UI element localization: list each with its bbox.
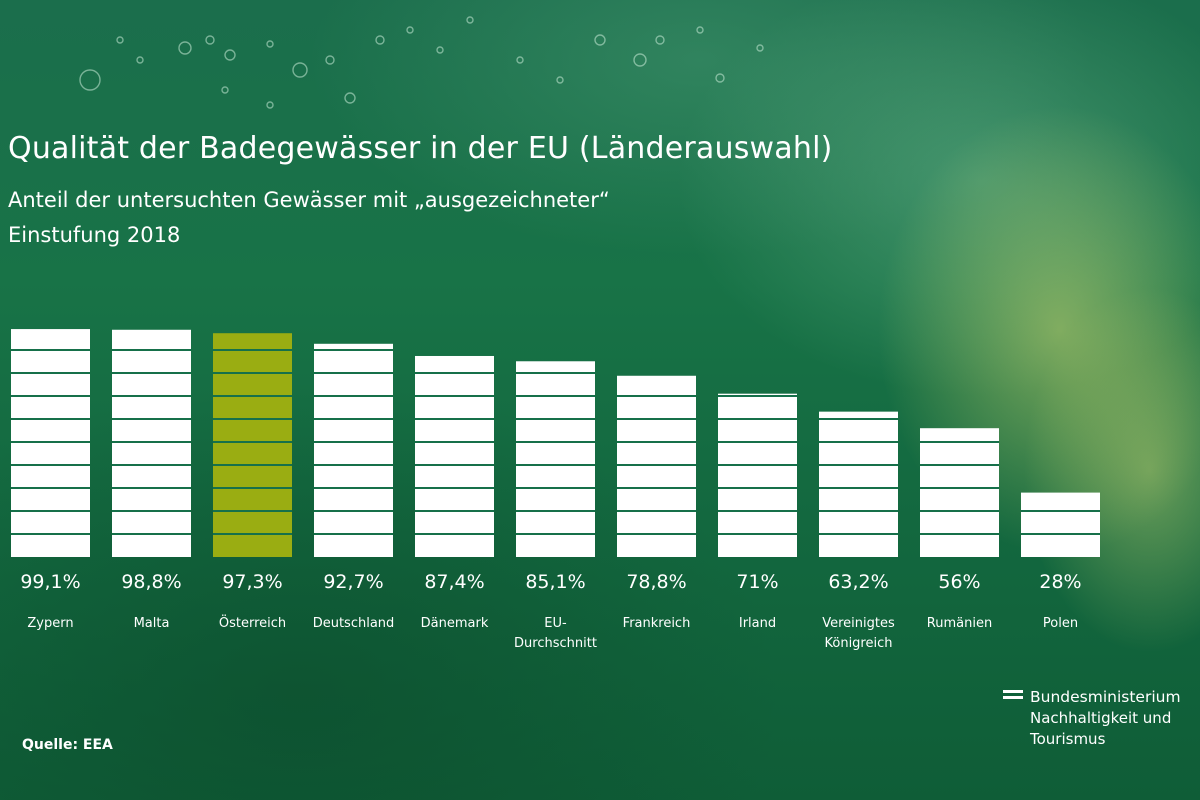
source-note: Quelle: EEA (22, 737, 113, 753)
bar-10 (1021, 492, 1100, 557)
bar-8 (819, 411, 898, 557)
logo-text: Bundesministerium Nachhaltigkeit und Tou… (1030, 687, 1181, 750)
bubble-3 (266, 40, 274, 48)
bar-4 (415, 355, 494, 557)
bubble-18 (516, 56, 524, 64)
bubble-0 (178, 41, 192, 55)
category-label-8-1: Königreich (825, 636, 893, 651)
bubble-14 (655, 35, 665, 45)
category-label-8-0: Vereinigtes (822, 616, 895, 631)
bar-group-2: 97,3% Österreich (213, 333, 292, 631)
bar-group-4: 87,4% Dänemark (415, 355, 494, 631)
bubble-2 (224, 49, 236, 61)
bar-2 (213, 333, 292, 557)
chart-subtitle: Anteil der untersuchten Gewässer mit „au… (8, 183, 610, 253)
category-label-5-0: EU- (544, 616, 567, 631)
bar-group-10: 28% Polen (1021, 492, 1100, 631)
bar-group-7: 71% Irland (718, 393, 797, 631)
bubble-15 (696, 26, 704, 34)
bubble-21 (221, 86, 229, 94)
category-label-2-0: Österreich (219, 614, 286, 631)
bubble-8 (116, 36, 124, 44)
bar-group-5: 85,1% EU- Durchschnitt (514, 361, 597, 651)
bubble-20 (266, 101, 274, 109)
bubble-6 (344, 92, 356, 104)
bar-5 (516, 361, 595, 557)
value-label-10: 28% (1039, 571, 1081, 593)
subtitle-line-1: Anteil der untersuchten Gewässer mit „au… (8, 188, 610, 212)
bar-group-9: 56% Rumänien (920, 428, 999, 631)
value-label-6: 78,8% (626, 571, 686, 593)
subtitle-line-2: Einstufung 2018 (8, 223, 181, 247)
value-label-9: 56% (938, 571, 980, 593)
bubble-11 (436, 46, 444, 54)
value-label-3: 92,7% (323, 571, 383, 593)
logo-line-3: Tourismus (1030, 730, 1106, 748)
value-label-4: 87,4% (424, 571, 484, 593)
category-label-5-1: Durchschnitt (514, 636, 597, 651)
value-label-0: 99,1% (20, 571, 80, 593)
bubble-4 (292, 62, 308, 78)
category-label-9-0: Rumänien (927, 616, 992, 631)
category-label-3-0: Deutschland (313, 616, 395, 631)
category-label-6-0: Frankreich (623, 616, 691, 631)
bar-7 (718, 393, 797, 557)
bubble-23 (79, 69, 101, 91)
bubble-16 (715, 73, 725, 83)
bubble-17 (756, 44, 764, 52)
chart-title: Qualität der Badegewässer in der EU (Län… (8, 131, 833, 166)
bubble-9 (375, 35, 385, 45)
bar-group-6: 78,8% Frankreich (617, 375, 696, 631)
logo-line-2: Nachhaltigkeit und (1030, 709, 1172, 727)
bar-group-3: 92,7% Deutschland (313, 343, 395, 631)
bubble-13 (633, 53, 647, 67)
austria-flag-icon (1003, 690, 1023, 704)
value-label-2: 97,3% (222, 571, 282, 593)
category-label-0-0: Zypern (27, 616, 73, 631)
bar-1 (112, 329, 191, 557)
value-label-5: 85,1% (525, 571, 585, 593)
value-label-7: 71% (736, 571, 778, 593)
logo-line-1: Bundesministerium (1030, 688, 1181, 706)
bubble-22 (466, 16, 474, 24)
bubble-7 (136, 56, 144, 64)
bubble-10 (406, 26, 414, 34)
bar-group-1: 98,8% Malta (112, 329, 191, 631)
bar-group-0: 99,1% Zypern (11, 329, 90, 631)
category-label-7-0: Irland (739, 616, 776, 631)
value-label-8: 63,2% (828, 571, 888, 593)
bar-group-8: 63,2% Vereinigtes Königreich (819, 411, 898, 651)
value-label-1: 98,8% (121, 571, 181, 593)
category-label-4-0: Dänemark (421, 616, 489, 631)
bar-0 (11, 329, 90, 557)
category-label-10-0: Polen (1043, 616, 1078, 631)
bubble-1 (205, 35, 215, 45)
bubble-5 (325, 55, 335, 65)
bubble-12 (594, 34, 606, 46)
bar-chart: 99,1% Zypern 98,8% Malta 97,3% Österreich 92,7… (11, 329, 1100, 651)
bar-3 (314, 343, 393, 557)
bar-9 (920, 428, 999, 557)
bubble-19 (556, 76, 564, 84)
category-label-1-0: Malta (134, 616, 170, 631)
bar-6 (617, 375, 696, 557)
